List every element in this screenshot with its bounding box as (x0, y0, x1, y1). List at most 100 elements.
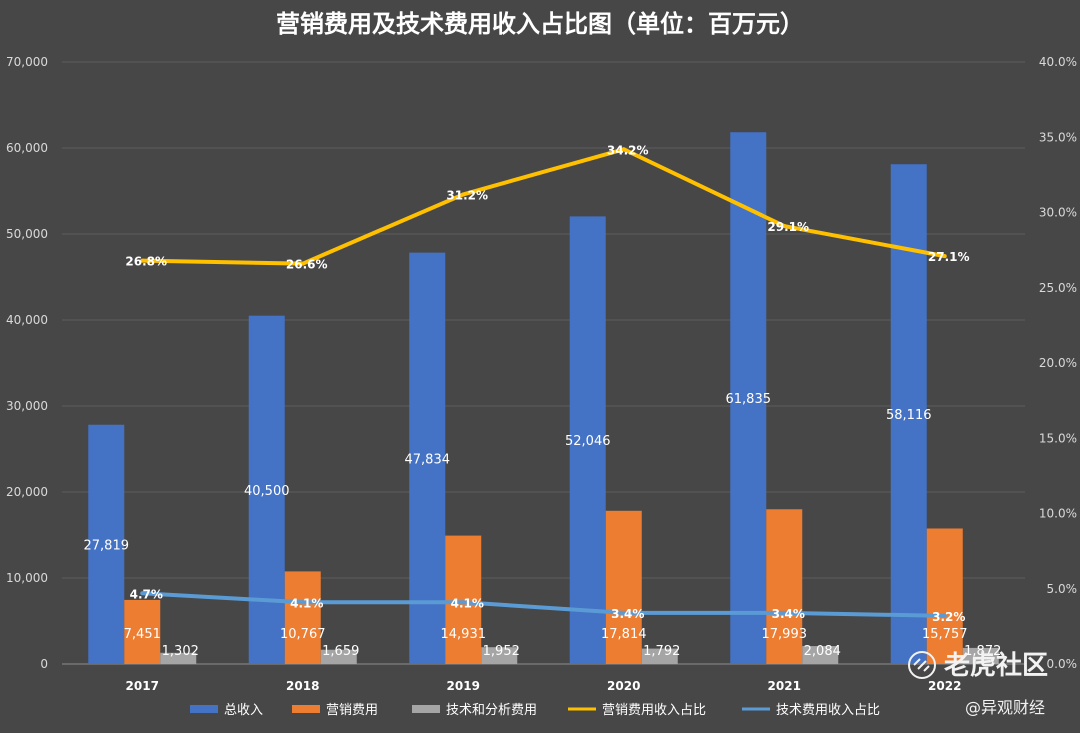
data-label-技术费用收入占比: 3.2% (932, 610, 965, 624)
left-tick-label: 60,000 (6, 141, 48, 155)
line-point-技术费用收入占比 (300, 600, 305, 605)
data-label-技术和分析费用: 1,792 (643, 644, 680, 659)
right-tick-label: 5.0% (1047, 582, 1078, 596)
right-tick-label: 35.0% (1039, 130, 1077, 144)
data-label-营销费用: 7,451 (124, 627, 161, 642)
data-label-营销费用收入占比: 29.1% (767, 220, 809, 234)
legend-swatch-总收入 (190, 705, 218, 713)
x-axis: 2017 2018 2019 2020 2021 2022 (126, 679, 962, 693)
bar-技术和分析费用 (962, 647, 999, 664)
data-label-技术和分析费用: 1,952 (483, 644, 520, 659)
x-tick-label: 2018 (286, 679, 319, 693)
bar-总收入 (730, 132, 767, 664)
line-point-技术费用收入占比 (621, 610, 626, 615)
data-label-技术费用收入占比: 3.4% (611, 607, 644, 621)
tiger-logo-icon (908, 651, 936, 679)
bar-总收入 (248, 315, 285, 664)
right-tick-label: 20.0% (1039, 356, 1077, 370)
line-point-营销费用收入占比 (942, 254, 947, 259)
data-label-营销费用收入占比: 26.6% (286, 258, 328, 272)
legend-label-营销费用: 营销费用 (326, 703, 378, 718)
data-label-技术费用收入占比: 3.4% (772, 607, 805, 621)
legend-label-总收入: 总收入 (224, 703, 263, 718)
data-label-技术和分析费用: 1,302 (162, 644, 199, 659)
legend-swatch-营销费用 (292, 705, 320, 713)
left-tick-label: 30,000 (6, 399, 48, 413)
data-label-总收入: 47,834 (405, 452, 451, 467)
bar-总收入 (569, 216, 606, 664)
bar-技术和分析费用 (160, 652, 197, 664)
line-技术费用收入占比 (142, 591, 945, 618)
bar-总收入 (88, 424, 125, 664)
bar-技术和分析费用 (641, 648, 678, 664)
watermark-brand: 老虎社区 (908, 650, 1048, 681)
x-tick-label: 2022 (928, 679, 961, 693)
bar-营销费用 (284, 571, 321, 664)
data-label-总收入: 58,116 (886, 408, 932, 423)
x-tick-label: 2021 (768, 679, 801, 693)
bar-总收入 (409, 252, 446, 664)
data-label-技术和分析费用: 2,084 (804, 644, 841, 659)
legend-swatch-技术和分析费用 (412, 705, 440, 713)
legend-label-技术费用收入占比: 技术费用收入占比 (776, 703, 880, 718)
line-point-技术费用收入占比 (140, 591, 145, 596)
legend-label-技术和分析费用: 技术和分析费用 (446, 703, 537, 718)
data-label-技术和分析费用: 1,659 (322, 644, 359, 659)
bar-营销费用 (926, 528, 963, 664)
line-point-技术费用收入占比 (942, 613, 947, 618)
line-point-营销费用收入占比 (140, 258, 145, 263)
data-label-营销费用: 17,814 (601, 627, 647, 642)
line-point-营销费用收入占比 (300, 261, 305, 266)
data-label-技术费用收入占比: 4.1% (290, 596, 323, 610)
data-labels: 27,819 40,500 47,834 52,046 61,835 58,116 7,45… (84, 143, 1002, 659)
legend: 总收入 营销费用 技术和分析费用 营销费用收入占比 技术费用收入占比 (190, 703, 880, 718)
data-label-营销费用收入占比: 26.8% (125, 255, 167, 269)
data-label-营销费用: 17,993 (762, 627, 808, 642)
gridlines (62, 61, 1025, 665)
watermark-handle: @异观财经 (965, 698, 1045, 717)
data-label-技术费用收入占比: 4.7% (130, 587, 163, 601)
line-营销费用收入占比 (142, 147, 946, 266)
data-label-总收入: 40,500 (244, 484, 290, 499)
right-axis: 0.0% 5.0% 10.0% 15.0% 20.0% 25.0% 30.0% 35.0% 40… (1039, 55, 1077, 671)
bar-技术和分析费用 (802, 646, 839, 664)
data-label-营销费用收入占比: 31.2% (446, 188, 488, 202)
data-label-营销费用收入占比: 27.1% (928, 250, 970, 264)
x-tick-label: 2019 (447, 679, 480, 693)
bar-营销费用 (445, 535, 482, 664)
left-tick-label: 10,000 (6, 571, 48, 585)
data-label-营销费用: 10,767 (280, 627, 326, 642)
watermark-brand-text: 老虎社区 (944, 650, 1048, 681)
right-tick-label: 30.0% (1039, 206, 1077, 220)
data-label-总收入: 61,835 (726, 392, 772, 407)
data-label-营销费用: 14,931 (441, 627, 487, 642)
x-tick-label: 2017 (126, 679, 159, 693)
right-tick-label: 25.0% (1039, 281, 1077, 295)
data-label-总收入: 27,819 (84, 538, 130, 553)
bar-series (88, 132, 999, 664)
left-tick-label: 50,000 (6, 227, 48, 241)
bar-营销费用 (605, 510, 642, 664)
left-tick-label: 70,000 (6, 55, 48, 69)
left-tick-label: 0 (40, 657, 48, 671)
line-point-营销费用收入占比 (621, 147, 626, 152)
bar-技术和分析费用 (481, 647, 518, 664)
data-label-总收入: 52,046 (565, 434, 611, 449)
chart-title: 营销费用及技术费用收入占比图（单位：百万元） (276, 10, 804, 38)
line-point-技术费用收入占比 (782, 610, 787, 615)
legend-label-营销费用收入占比: 营销费用收入占比 (602, 703, 706, 718)
line-series (140, 147, 947, 618)
tiger-stripes-icon (913, 658, 930, 672)
right-tick-label: 15.0% (1039, 431, 1077, 445)
bar-营销费用 (766, 509, 803, 664)
data-label-技术费用收入占比: 4.1% (451, 596, 484, 610)
left-tick-label: 40,000 (6, 313, 48, 327)
line-point-营销费用收入占比 (461, 192, 466, 197)
left-axis: 0 10,000 20,000 30,000 40,000 50,000 60,000 70,… (6, 55, 48, 671)
data-label-营销费用: 15,757 (922, 627, 968, 642)
data-label-营销费用收入占比: 34.2% (607, 143, 649, 157)
left-tick-label: 20,000 (6, 485, 48, 499)
x-tick-label: 2020 (607, 679, 640, 693)
